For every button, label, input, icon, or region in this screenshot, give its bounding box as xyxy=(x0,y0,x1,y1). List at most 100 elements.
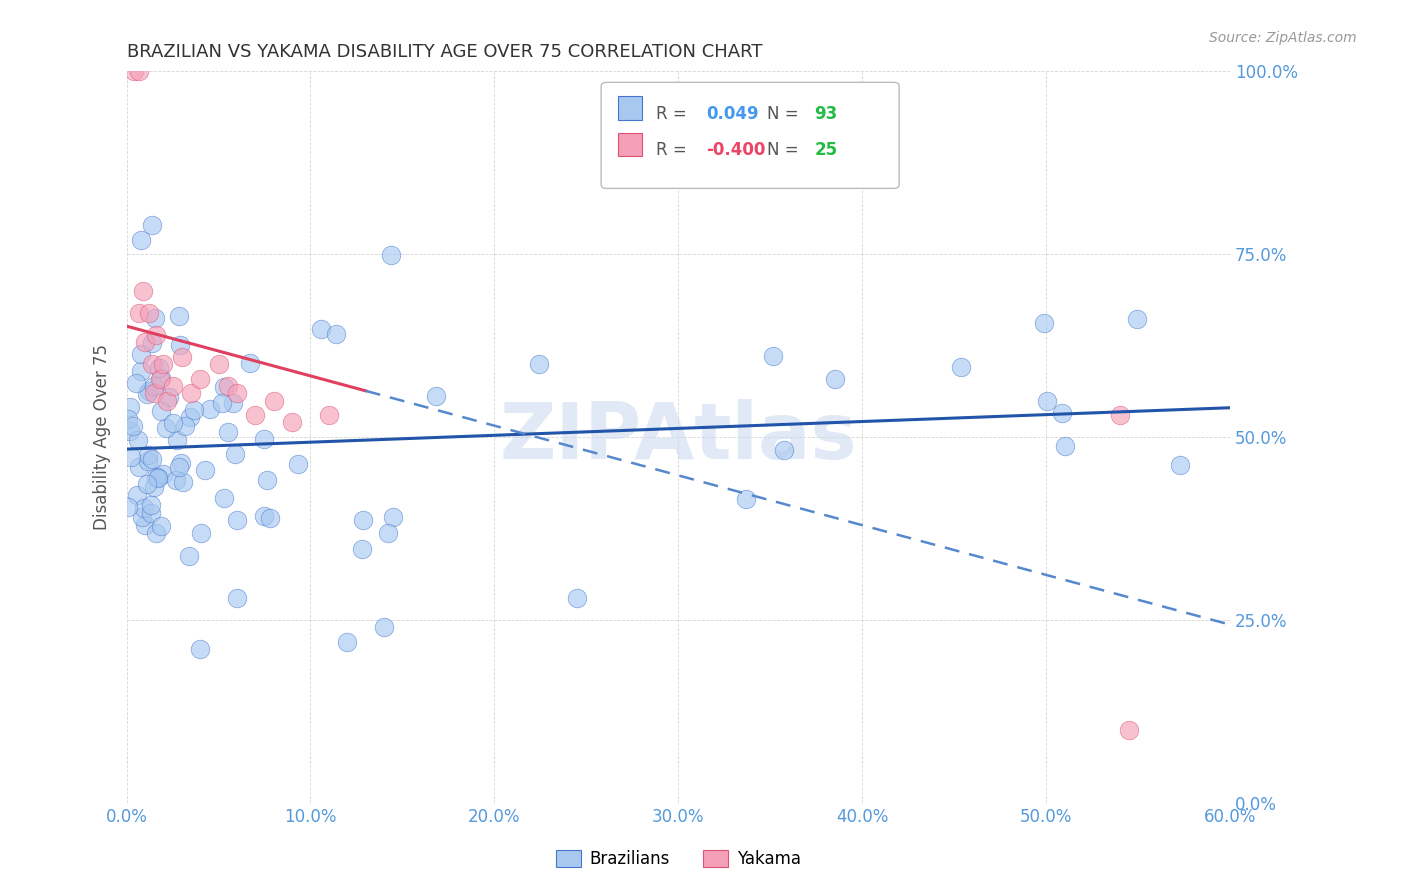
Point xyxy=(281,416,304,430)
Text: Source: ZipAtlas.com: Source: ZipAtlas.com xyxy=(1209,31,1357,45)
Point xyxy=(183,402,205,417)
Point xyxy=(129,233,152,247)
Point xyxy=(156,393,179,408)
Point xyxy=(762,349,785,363)
Point xyxy=(131,509,153,524)
Point xyxy=(122,419,145,434)
Bar xyxy=(617,96,643,120)
Point xyxy=(148,361,170,376)
Point xyxy=(145,327,167,342)
Point xyxy=(155,421,177,435)
Y-axis label: Disability Age Over 75: Disability Age Over 75 xyxy=(93,344,111,530)
Point xyxy=(141,451,163,466)
Point xyxy=(117,412,139,426)
Point xyxy=(245,408,267,422)
Point xyxy=(145,526,167,541)
Text: ZIPAtlas: ZIPAtlas xyxy=(499,399,858,475)
Point xyxy=(165,473,187,487)
Text: N =: N = xyxy=(766,141,804,160)
Point xyxy=(172,475,194,490)
Point xyxy=(222,396,245,410)
Point xyxy=(772,443,794,458)
Point xyxy=(1126,312,1149,326)
Point xyxy=(141,335,163,350)
Point xyxy=(136,386,159,401)
Point xyxy=(207,357,229,371)
Point xyxy=(170,457,193,471)
Point xyxy=(143,386,166,401)
Point xyxy=(120,450,142,465)
Point xyxy=(1109,408,1132,422)
Point xyxy=(188,642,211,657)
Point xyxy=(174,419,197,434)
Text: BRAZILIAN VS YAKAMA DISABILITY AGE OVER 75 CORRELATION CHART: BRAZILIAN VS YAKAMA DISABILITY AGE OVER … xyxy=(127,44,762,62)
Point xyxy=(950,359,973,374)
Point xyxy=(373,620,395,634)
Text: -0.400: -0.400 xyxy=(706,141,765,160)
Point xyxy=(169,338,191,352)
Point xyxy=(259,511,281,525)
Point xyxy=(180,386,202,401)
Point xyxy=(141,498,163,512)
Point xyxy=(128,306,150,320)
Point xyxy=(131,347,153,361)
Point xyxy=(1050,406,1073,420)
Point xyxy=(529,357,551,371)
Point xyxy=(148,469,170,483)
Point xyxy=(214,491,236,505)
Text: R =: R = xyxy=(657,141,692,160)
Point xyxy=(377,526,399,541)
Point xyxy=(218,425,240,439)
Point xyxy=(425,389,447,403)
FancyBboxPatch shape xyxy=(602,82,900,188)
Bar xyxy=(617,133,643,156)
Legend: Brazilians, Yakama: Brazilians, Yakama xyxy=(550,844,807,875)
Point xyxy=(567,591,589,605)
Point xyxy=(149,404,172,418)
Point xyxy=(125,376,148,390)
Point xyxy=(139,507,162,521)
Text: 93: 93 xyxy=(814,104,838,123)
Point xyxy=(135,477,157,491)
Point xyxy=(141,218,163,232)
Point xyxy=(380,248,402,262)
Point xyxy=(211,395,233,409)
Point xyxy=(122,64,145,78)
Point xyxy=(194,463,217,477)
Point xyxy=(318,408,340,422)
Point xyxy=(336,635,359,649)
Point xyxy=(167,460,190,475)
Point xyxy=(136,454,159,468)
Text: N =: N = xyxy=(766,104,804,123)
Point xyxy=(128,64,150,78)
Point xyxy=(200,402,222,417)
Point xyxy=(146,471,169,485)
Point xyxy=(129,363,152,377)
Point xyxy=(214,379,236,393)
Point xyxy=(118,400,141,414)
Point xyxy=(226,591,249,605)
Point xyxy=(117,500,139,515)
Text: 25: 25 xyxy=(814,141,838,160)
Point xyxy=(325,327,347,342)
Point xyxy=(239,357,262,371)
Point xyxy=(149,370,172,384)
Point xyxy=(382,510,405,524)
Point xyxy=(132,501,155,516)
Point xyxy=(177,549,200,563)
Point xyxy=(1032,316,1054,330)
Point xyxy=(263,393,285,408)
Point xyxy=(143,379,166,393)
Point xyxy=(134,334,156,349)
Point xyxy=(136,449,159,463)
Point xyxy=(149,371,172,385)
Point xyxy=(225,386,249,401)
Point xyxy=(149,518,172,533)
Point xyxy=(253,509,276,524)
Point xyxy=(352,513,374,527)
Point xyxy=(1118,723,1140,737)
Point xyxy=(128,459,150,474)
Point xyxy=(179,409,201,424)
Point xyxy=(127,433,149,447)
Point xyxy=(143,480,166,494)
